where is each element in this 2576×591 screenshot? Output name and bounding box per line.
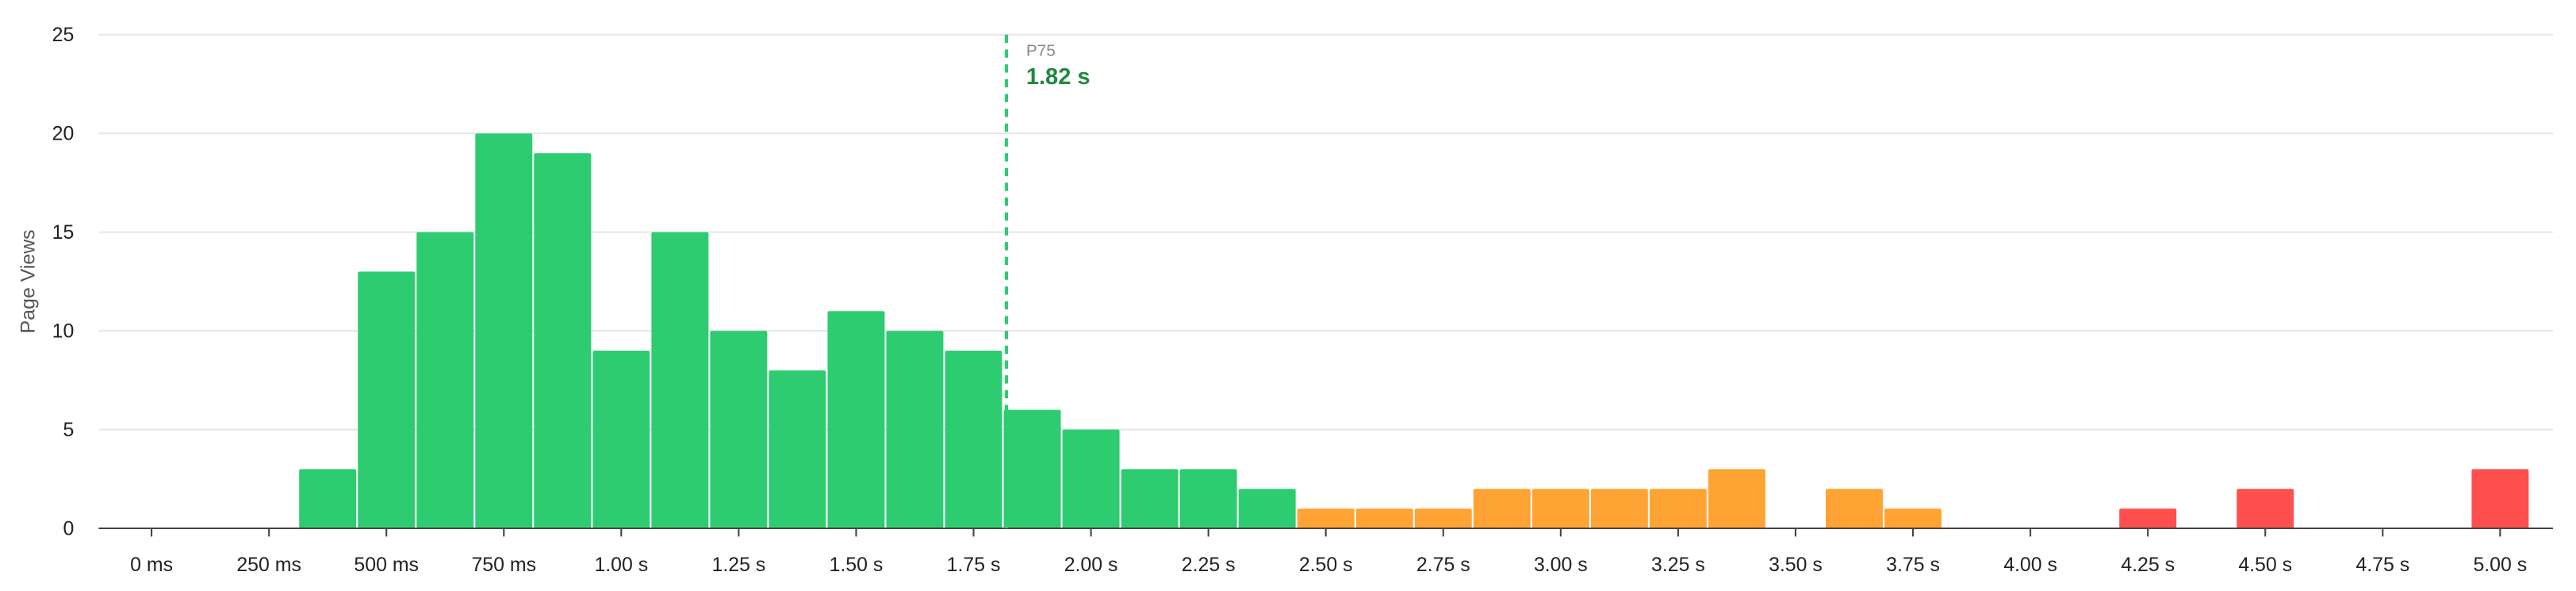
- x-tick-label: 2.00 s: [1064, 554, 1118, 576]
- x-tick-label: 4.75 s: [2356, 554, 2409, 576]
- x-tick-label: 1.50 s: [830, 554, 884, 576]
- x-tick-label: 250 ms: [236, 554, 301, 576]
- bar: [299, 469, 357, 528]
- bar: [2471, 469, 2529, 528]
- x-tick-label: 1.00 s: [594, 554, 648, 576]
- marker-value: 1.82 s: [1026, 64, 1091, 90]
- bar: [886, 331, 944, 528]
- x-tick-label: 0 ms: [130, 554, 173, 576]
- x-tick-label: 4.25 s: [2121, 554, 2175, 576]
- y-axis-label: Page Views: [17, 229, 40, 333]
- bar: [1826, 489, 1883, 528]
- bar: [1355, 508, 1413, 528]
- bar: [358, 271, 416, 528]
- bar: [1414, 508, 1472, 528]
- x-tick-label: 3.75 s: [1886, 554, 1940, 576]
- x-tick-label: 2.25 s: [1182, 554, 1236, 576]
- x-tick-label: 1.75 s: [947, 554, 1001, 576]
- bar: [945, 350, 1002, 528]
- marker-label: P75: [1026, 42, 1056, 60]
- bar: [1062, 429, 1120, 528]
- bar: [1121, 469, 1179, 528]
- y-tick-label: 25: [52, 24, 75, 46]
- y-tick-label: 15: [52, 221, 75, 244]
- bar: [2119, 508, 2177, 528]
- bar: [1531, 489, 1589, 528]
- x-tick-label: 1.25 s: [712, 554, 766, 576]
- bar: [1708, 469, 1765, 528]
- bar: [2237, 489, 2294, 528]
- bar: [1003, 409, 1061, 528]
- x-tick-label: 2.50 s: [1299, 554, 1353, 576]
- bar: [1884, 508, 1942, 528]
- x-tick-label: 4.50 s: [2238, 554, 2292, 576]
- bar: [1238, 489, 1296, 528]
- bar: [534, 153, 592, 528]
- bar: [1179, 469, 1237, 528]
- bar: [769, 370, 826, 528]
- x-tick-label: 5.00 s: [2473, 554, 2527, 576]
- bar: [1649, 489, 1707, 528]
- bar: [1473, 489, 1531, 528]
- x-tick-label: 3.50 s: [1769, 554, 1823, 576]
- bar: [592, 350, 650, 528]
- y-tick-label: 10: [52, 320, 75, 342]
- bar: [1590, 489, 1648, 528]
- bar: [1297, 508, 1355, 528]
- y-tick-label: 0: [63, 517, 74, 539]
- bar: [416, 232, 474, 528]
- bar: [475, 133, 533, 528]
- bar: [827, 311, 885, 528]
- y-tick-label: 5: [63, 419, 74, 441]
- x-tick-label: 3.25 s: [1651, 554, 1705, 576]
- x-tick-label: 750 ms: [471, 554, 536, 576]
- x-tick-label: 4.00 s: [2003, 554, 2057, 576]
- x-tick-label: 500 ms: [354, 554, 419, 576]
- bar: [651, 232, 709, 528]
- x-tick-label: 2.75 s: [1416, 554, 1470, 576]
- bar: [710, 331, 768, 528]
- y-tick-label: 20: [52, 123, 75, 145]
- x-tick-label: 3.00 s: [1534, 554, 1588, 576]
